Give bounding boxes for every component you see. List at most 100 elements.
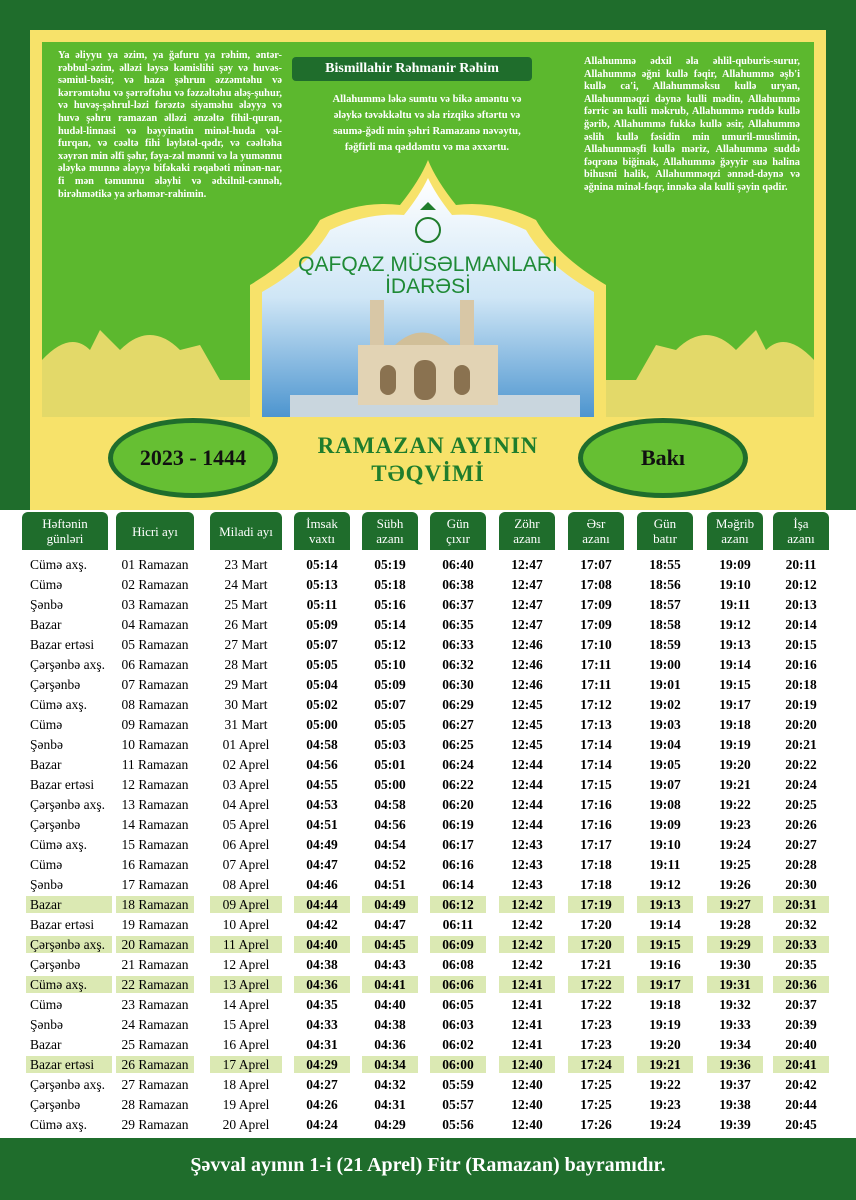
table-cell: 20:16 bbox=[785, 657, 817, 672]
table-cell: 19:36 bbox=[707, 1056, 763, 1073]
table-cell: 20:35 bbox=[785, 957, 817, 972]
table-cell: 07 Aprel bbox=[222, 857, 270, 872]
table-cell: 20:42 bbox=[785, 1077, 817, 1092]
right-prayer: Allahummə ədxil əla əhlil-quburis-surur,… bbox=[584, 56, 800, 193]
table-cell: 05:18 bbox=[374, 577, 406, 592]
table-cell: 06:02 bbox=[442, 1037, 474, 1052]
table-cell: 04:38 bbox=[306, 957, 338, 972]
column-header: Gün çıxır bbox=[430, 512, 486, 550]
table-cell: 20:45 bbox=[785, 1117, 817, 1132]
table-cell: Cümə axş. bbox=[26, 976, 112, 993]
table-cell: 06:11 bbox=[442, 917, 474, 932]
column-header: Əsr azanı bbox=[568, 512, 624, 550]
column-header: İşa azanı bbox=[773, 512, 829, 550]
table-cell: 19:13 bbox=[637, 896, 693, 913]
table-cell: 04:55 bbox=[306, 777, 338, 792]
table-cell: 19 Ramazan bbox=[121, 917, 189, 932]
table-cell: 20:37 bbox=[785, 997, 817, 1012]
table-row: Cümə 02 Ramazan 24 Mart 05:13 05:18 06:38 12:4… bbox=[0, 574, 856, 594]
table-cell: 04:53 bbox=[306, 797, 338, 812]
table-cell: 24 Mart bbox=[224, 577, 268, 592]
table-cell: 05:11 bbox=[306, 597, 338, 612]
table-cell: 19:17 bbox=[637, 976, 693, 993]
table-cell: 05:05 bbox=[306, 657, 338, 672]
table-cell: 18:57 bbox=[649, 597, 681, 612]
table-cell: 04:31 bbox=[306, 1037, 338, 1052]
table-cell: 30 Mart bbox=[224, 697, 268, 712]
table-cell: Çərşənbə bbox=[30, 817, 81, 832]
table-cell: 31 Mart bbox=[224, 717, 268, 732]
column-header: Gün batır bbox=[637, 512, 693, 550]
table-cell: 29 Ramazan bbox=[121, 1117, 189, 1132]
table-cell: 12:44 bbox=[511, 817, 543, 832]
table-cell: 19:30 bbox=[719, 957, 751, 972]
table-cell: 20:30 bbox=[785, 877, 817, 892]
table-cell: 17:11 bbox=[580, 677, 612, 692]
table-cell: 19:13 bbox=[719, 637, 751, 652]
table-cell: 20 Ramazan bbox=[116, 936, 194, 953]
table-cell: 11 Ramazan bbox=[121, 757, 189, 772]
table-cell: 20:22 bbox=[785, 757, 817, 772]
table-cell: 04:49 bbox=[362, 896, 418, 913]
table-cell: 05:19 bbox=[374, 557, 406, 572]
table-cell: 13 Aprel bbox=[210, 976, 282, 993]
table-cell: 27 Ramazan bbox=[121, 1077, 189, 1092]
table-cell: 12:46 bbox=[511, 677, 543, 692]
table-cell: 05:03 bbox=[374, 737, 406, 752]
table-row: Şənbə 24 Ramazan 15 Aprel 04:33 04:38 06:03 12… bbox=[0, 1014, 856, 1034]
table-cell: 12:41 bbox=[511, 1017, 543, 1032]
table-cell: 01 Ramazan bbox=[121, 557, 189, 572]
table-row: Çərşənbə 07 Ramazan 29 Mart 05:04 05:09 06:30… bbox=[0, 674, 856, 694]
table-cell: 12:42 bbox=[511, 917, 543, 932]
table-cell: 04:44 bbox=[294, 896, 350, 913]
table-cell: 19:08 bbox=[649, 797, 681, 812]
table-cell: 08 Ramazan bbox=[121, 697, 189, 712]
table-cell: 28 Ramazan bbox=[121, 1097, 189, 1112]
table-cell: 07 Ramazan bbox=[121, 677, 189, 692]
footer-note: Şəvval ayının 1-i (21 Aprel) Fitr (Ramaz… bbox=[0, 1138, 856, 1200]
table-cell: 05:14 bbox=[374, 617, 406, 632]
table-cell: 20:27 bbox=[785, 837, 817, 852]
table-row: Şənbə 10 Ramazan 01 Aprel 04:58 05:03 06:25 12… bbox=[0, 734, 856, 754]
table-cell: 05 Ramazan bbox=[121, 637, 189, 652]
table-cell: 06:08 bbox=[442, 957, 474, 972]
table-cell: 04:31 bbox=[374, 1097, 406, 1112]
table-cell: 06:17 bbox=[442, 837, 474, 852]
table-row: Çərşənbə 21 Ramazan 12 Aprel 04:38 04:43 06:0… bbox=[0, 954, 856, 974]
table-cell: 04:33 bbox=[306, 1017, 338, 1032]
table-row: Bazar ertəsi 12 Ramazan 03 Aprel 04:55 05:00… bbox=[0, 774, 856, 794]
title: RAMAZAN AYININ TƏQVİMİ bbox=[317, 433, 539, 486]
table-cell: 04:34 bbox=[362, 1056, 418, 1073]
table-cell: 20:28 bbox=[785, 857, 817, 872]
table-cell: 09 Aprel bbox=[210, 896, 282, 913]
table-cell: 05:12 bbox=[374, 637, 406, 652]
table-cell: 04:41 bbox=[362, 976, 418, 993]
table-cell: 19:23 bbox=[719, 817, 751, 832]
table-cell: 19:12 bbox=[719, 617, 751, 632]
table-cell: 05:10 bbox=[374, 657, 406, 672]
table-cell: 19:07 bbox=[649, 777, 681, 792]
table-cell: 06:05 bbox=[442, 997, 474, 1012]
table-cell: 17:13 bbox=[580, 717, 612, 732]
table-cell: 20:25 bbox=[785, 797, 817, 812]
table-cell: 20:14 bbox=[785, 617, 817, 632]
table-cell: 19:11 bbox=[649, 857, 681, 872]
table-row: Bazar ertəsi 05 Ramazan 27 Mart 05:07 05:12 0… bbox=[0, 634, 856, 654]
table-cell: Bazar bbox=[26, 896, 112, 913]
table-cell: 04:29 bbox=[294, 1056, 350, 1073]
table-cell: 24 Ramazan bbox=[121, 1017, 189, 1032]
table-cell: 06:09 bbox=[430, 936, 486, 953]
bismillah: Bismillahir Rəhmanir Rəhim bbox=[292, 57, 532, 81]
table-row: Çərşənbə 14 Ramazan 05 Aprel 04:51 04:56 06:1… bbox=[0, 814, 856, 834]
table-cell: Cümə bbox=[30, 717, 63, 732]
table-cell: 04:26 bbox=[306, 1097, 338, 1112]
table-cell: 08 Aprel bbox=[222, 877, 270, 892]
table-cell: 06:25 bbox=[442, 737, 474, 752]
table-cell: 19:09 bbox=[649, 817, 681, 832]
table-cell: 10 Aprel bbox=[222, 917, 270, 932]
table-cell: 17:16 bbox=[580, 797, 612, 812]
table-cell: 02 Ramazan bbox=[121, 577, 189, 592]
table-cell: 19:05 bbox=[649, 757, 681, 772]
table-cell: 19:28 bbox=[719, 917, 751, 932]
table-cell: 06:19 bbox=[442, 817, 474, 832]
